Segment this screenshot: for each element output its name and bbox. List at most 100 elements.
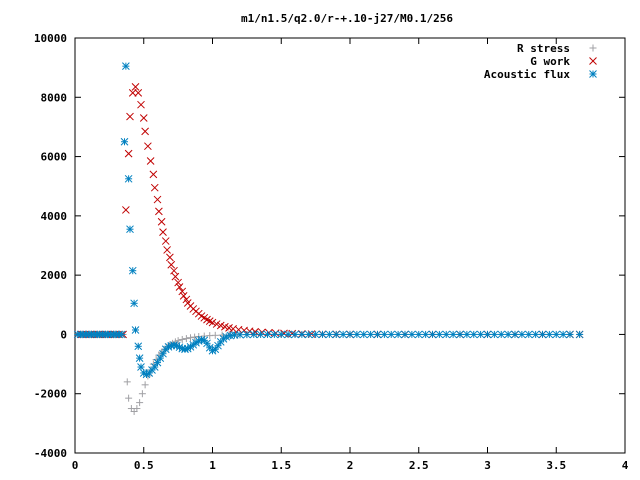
data-point [270,330,279,339]
marker-stroke [167,260,176,269]
chart-title: m1/n1.5/q2.0/r-+.10-j27/M0.1/256 [241,12,453,25]
marker-stroke [126,112,134,121]
marker-stroke [200,313,209,322]
marker-stroke [318,330,327,339]
marker-stroke [346,330,354,339]
data-point [131,326,140,334]
marker-stroke [249,330,258,339]
marker-stroke [225,324,233,332]
x-tick-label: 2 [347,459,354,472]
y-tick-label: 4000 [41,210,68,223]
marker-stroke [149,170,158,179]
marker-stroke [511,330,519,339]
data-point [339,330,347,339]
data-point [469,330,478,339]
marker-stroke [476,330,485,339]
marker-stroke [131,326,140,334]
marker-stroke [589,70,597,78]
data-point [171,272,180,281]
data-point [144,142,152,151]
data-point [178,335,186,343]
data-point [191,333,199,341]
marker-stroke [124,174,133,183]
marker-stroke [504,330,512,339]
marker-stroke [230,331,239,339]
marker-stroke [243,330,251,339]
data-point [304,330,313,339]
data-point [575,330,584,339]
x-tick-label: 1.5 [271,459,291,472]
x-tick-label: 4 [622,459,629,472]
marker-stroke [150,183,159,192]
marker-stroke [178,287,187,296]
data-point [137,363,145,371]
data-point [134,342,143,351]
marker-stroke [545,330,554,339]
data-point [122,62,130,71]
marker-stroke [128,266,137,275]
y-tick-label: 10000 [34,32,67,45]
marker-stroke [126,225,134,234]
x-tick-label: 1 [209,459,216,472]
data-point [263,330,272,339]
marker-stroke [524,330,533,339]
marker-stroke [483,330,492,339]
x-tick-label: 2.5 [409,459,429,472]
data-point [174,278,182,287]
marker-stroke [325,330,334,339]
data-point [284,330,292,339]
data-point [366,330,375,339]
series-layer [73,62,584,415]
marker-stroke [155,207,163,216]
legend-marker [589,57,597,65]
data-point [124,149,133,158]
marker-stroke [353,330,361,339]
data-point [153,195,162,204]
data-point [421,330,430,339]
data-point [538,330,547,339]
marker-stroke [359,330,368,339]
marker-stroke [139,369,148,377]
data-point [137,100,145,109]
marker-stroke [304,330,313,339]
data-point [559,330,567,339]
marker-stroke [175,343,184,352]
marker-stroke [538,330,547,339]
data-point [135,354,144,362]
marker-stroke [221,322,229,331]
marker-stroke [291,330,299,339]
y-tick-label: -2000 [34,388,67,401]
data-point [277,330,286,339]
marker-stroke [174,278,182,287]
data-point [163,246,171,254]
marker-stroke [166,253,174,262]
marker-stroke [490,330,499,339]
data-point [141,381,149,389]
data-point [167,260,176,269]
marker-stroke [157,217,166,226]
data-point [359,330,368,339]
marker-stroke [449,330,457,339]
marker-stroke [463,330,471,339]
marker-stroke [442,330,451,339]
data-point [131,83,140,91]
data-point [208,318,217,327]
data-point [531,330,540,339]
data-point [175,283,184,291]
data-point [249,330,258,339]
marker-stroke [137,363,145,371]
legend-marker [589,44,597,52]
data-point [146,157,155,165]
data-point [524,330,533,339]
data-point [414,330,423,339]
data-point [149,170,158,179]
data-point [159,228,167,237]
data-point [124,174,133,183]
marker-stroke [144,142,152,151]
data-point [128,88,137,97]
data-point [311,330,320,339]
data-point [325,330,334,339]
data-point [394,330,402,339]
data-point [442,330,451,339]
